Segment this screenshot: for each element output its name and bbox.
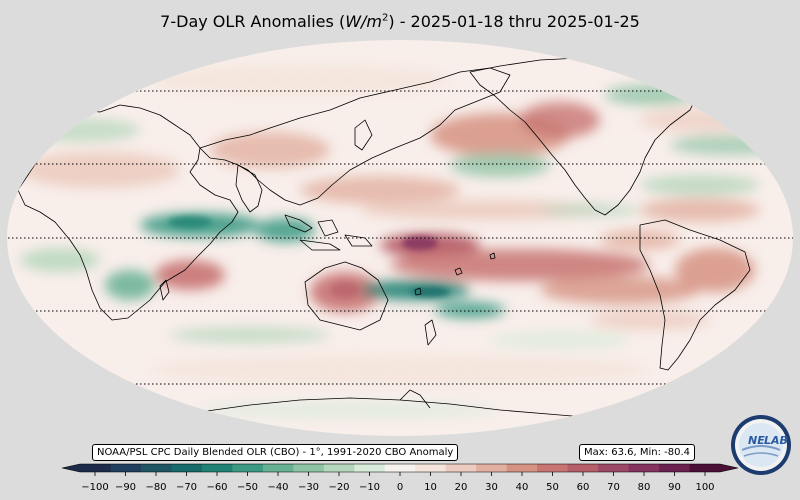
colorbar-segment bbox=[689, 464, 721, 472]
colorbar-segment bbox=[262, 464, 294, 472]
colorbar-tick-label: −30 bbox=[297, 482, 320, 493]
colorbar-segment bbox=[476, 464, 508, 472]
olr-anomaly-map bbox=[7, 40, 793, 436]
colorbar-tick-label: 70 bbox=[607, 482, 620, 493]
colorbar-tick-label: 40 bbox=[515, 482, 529, 493]
colorbar-tick-label: −10 bbox=[358, 482, 381, 493]
colorbar-tick-label: −40 bbox=[267, 482, 289, 493]
colorbar-segment bbox=[354, 464, 386, 472]
colorbar-segment bbox=[171, 464, 203, 472]
colorbar-tick-label: 50 bbox=[546, 482, 559, 493]
colorbar-tick-label: 20 bbox=[454, 482, 468, 493]
source-label: NOAA/PSL CPC Daily Blended OLR (CBO) - 1… bbox=[92, 444, 459, 461]
colorbar-segment bbox=[110, 464, 142, 472]
colorbar-tick-label: −70 bbox=[175, 482, 198, 493]
colorbar-segment bbox=[323, 464, 355, 472]
colorbar-segment bbox=[140, 464, 172, 472]
colorbar-tick-labels: −100 −90 −80 −70 −60 −50 −40 −30 −20 −10 0 10 20 30 40… bbox=[0, 482, 800, 498]
anomaly-peaks bbox=[168, 216, 450, 298]
nexlab-logo: NE LAB bbox=[730, 414, 792, 476]
colorbar-tick-label: 60 bbox=[576, 482, 590, 493]
colorbar-tick-label: −80 bbox=[145, 482, 167, 493]
anomaly-field bbox=[20, 66, 790, 418]
coastlines bbox=[17, 40, 751, 426]
colorbar-outline bbox=[61, 463, 739, 473]
colorbar-segment bbox=[201, 464, 233, 472]
colorbar-tick-label: 90 bbox=[668, 482, 681, 493]
colorbar-max-extension bbox=[720, 464, 738, 472]
colorbar bbox=[61, 463, 739, 476]
colorbar-segment bbox=[445, 464, 477, 472]
colorbar-segment bbox=[628, 464, 660, 472]
colorbar-segment bbox=[567, 464, 599, 472]
noaa-psl-nexlab-logo-icon: NE LAB bbox=[731, 415, 791, 475]
colorbar-tick-label: −90 bbox=[114, 482, 137, 493]
colorbar-segments bbox=[61, 463, 739, 473]
stats-label: Max: 63.6, Min: -80.4 bbox=[579, 444, 696, 461]
colorbar-ticks bbox=[94, 472, 706, 476]
colorbar-segment bbox=[384, 464, 416, 472]
colorbar-tick-label: 30 bbox=[485, 482, 498, 493]
colorbar-tick-label: 80 bbox=[637, 482, 651, 493]
colorbar-segment bbox=[537, 464, 569, 472]
logo-text-left: NE bbox=[748, 434, 765, 447]
colorbar-tick-label: −50 bbox=[236, 482, 259, 493]
colorbar-tick-label: 10 bbox=[424, 482, 437, 493]
colorbar-tick-label: 0 bbox=[396, 482, 404, 493]
map-title: 7-Day OLR Anomalies (W/m2) - 2025-01-18 … bbox=[160, 12, 640, 31]
colorbar-tick-label: −100 bbox=[81, 482, 109, 493]
colorbar-tick-label: −20 bbox=[328, 482, 350, 493]
colorbar-segment bbox=[506, 464, 538, 472]
colorbar-segment bbox=[598, 464, 630, 472]
colorbar-tick-label: −60 bbox=[206, 482, 228, 493]
colorbar-segment bbox=[80, 464, 111, 472]
colorbar-min-extension bbox=[62, 464, 80, 472]
colorbar-segment bbox=[232, 464, 264, 472]
colorbar-segment bbox=[659, 464, 691, 472]
colorbar-segment bbox=[293, 464, 325, 472]
colorbar-segment bbox=[415, 464, 447, 472]
logo-text-right: LAB bbox=[764, 434, 788, 447]
colorbar-tick-label: 100 bbox=[695, 482, 715, 493]
